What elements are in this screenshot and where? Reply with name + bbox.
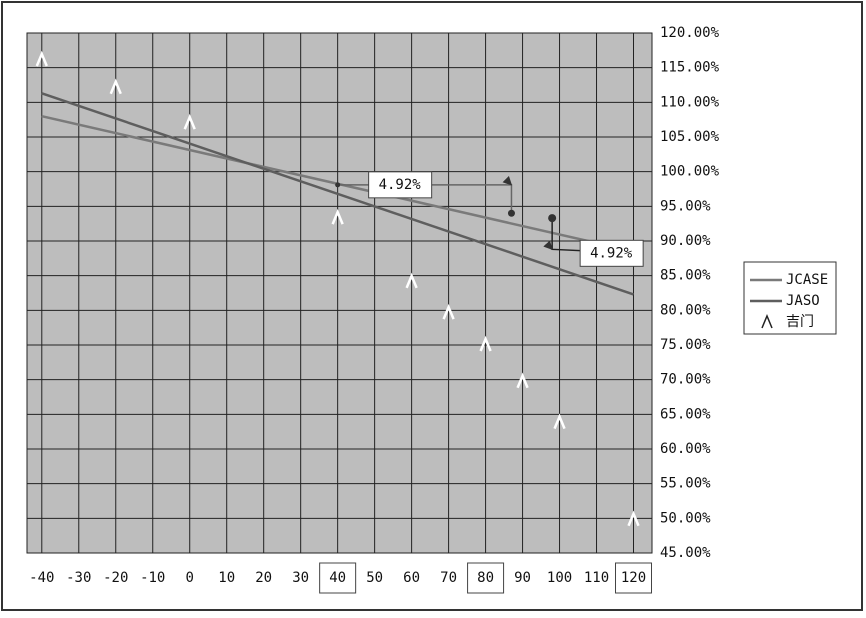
marker: [183, 113, 196, 130]
marker: [553, 413, 566, 430]
marker: [405, 272, 418, 289]
legend-label: 吉门: [786, 314, 814, 330]
x-tick-box: [467, 562, 505, 594]
x-tick-label: -20: [103, 570, 128, 586]
x-tick-label: 20: [255, 570, 272, 586]
x-tick-label: -30: [66, 570, 91, 586]
x-tick-label: 90: [514, 570, 531, 586]
annotation-label: 4.92%: [590, 245, 633, 261]
annotation-box: [368, 171, 433, 199]
annotation-dot: [548, 214, 557, 223]
y-tick-label: 80.00%: [660, 302, 711, 318]
y-tick-label: 105.00%: [660, 129, 720, 145]
x-tick-label: 120: [621, 570, 646, 586]
x-tick-label: 40: [329, 570, 346, 586]
marker: [109, 78, 122, 95]
x-tick-label: 50: [366, 570, 383, 586]
grid: [27, 32, 652, 554]
legend-box: [743, 261, 837, 335]
marker: [331, 208, 344, 225]
marker: [35, 50, 48, 67]
legend-marker: [761, 314, 773, 329]
x-tick-label: 30: [292, 570, 309, 586]
legend-label: JCASE: [786, 272, 828, 288]
y-tick-label: 90.00%: [660, 233, 711, 249]
x-tick-label: 100: [547, 570, 572, 586]
x-tick-label: -40: [29, 570, 54, 586]
y-tick-label: 70.00%: [660, 372, 711, 388]
y-tick-label: 95.00%: [660, 198, 711, 214]
y-tick-label: 75.00%: [660, 337, 711, 353]
x-tick-box: [615, 562, 653, 594]
y-tick-label: 110.00%: [660, 94, 720, 110]
marker: [479, 335, 492, 352]
x-tick-label: 10: [218, 570, 235, 586]
marker: [442, 303, 455, 320]
y-tick-label: 120.00%: [660, 25, 720, 41]
y-tick-label: 45.00%: [660, 545, 711, 561]
x-tick-label: 70: [440, 570, 457, 586]
x-tick-box: [319, 562, 357, 594]
y-tick-label: 115.00%: [660, 60, 720, 76]
y-tick-label: 100.00%: [660, 164, 720, 180]
legend-label: JASO: [786, 293, 820, 309]
x-tick-label: 110: [584, 570, 609, 586]
x-tick-label: 80: [477, 570, 494, 586]
plot-area: [26, 32, 653, 554]
annotation-box: [579, 239, 644, 267]
y-tick-label: 65.00%: [660, 406, 711, 422]
x-tick-label: 60: [403, 570, 420, 586]
annotation-dot: [335, 182, 341, 188]
x-tick-label: 0: [186, 570, 194, 586]
annotation-dot: [507, 209, 515, 217]
marker: [627, 510, 640, 527]
y-tick-label: 60.00%: [660, 441, 711, 457]
marker: [516, 372, 529, 389]
series-line: [41, 92, 634, 296]
annotation-label: 4.92%: [379, 177, 422, 193]
x-tick-label: -10: [140, 570, 165, 586]
y-tick-label: 55.00%: [660, 476, 711, 492]
y-tick-label: 50.00%: [660, 510, 711, 526]
y-tick-label: 85.00%: [660, 268, 711, 284]
